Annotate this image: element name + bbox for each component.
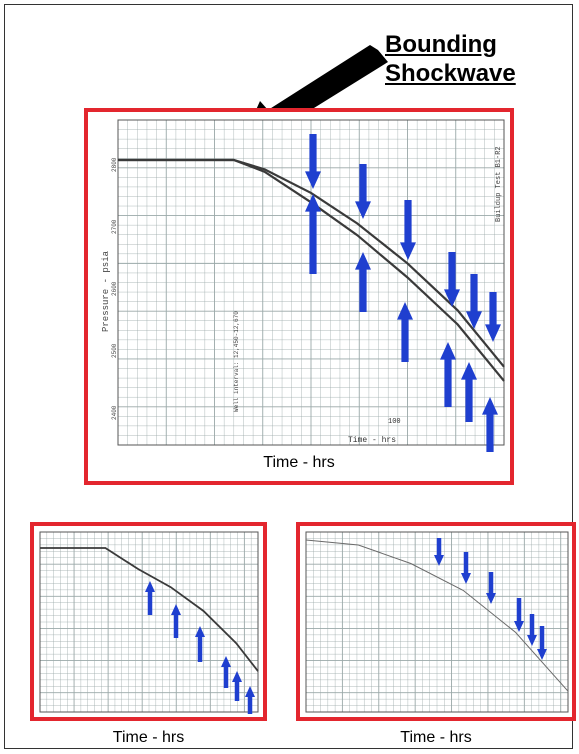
blue-arrow xyxy=(537,626,547,660)
bottom-right-caption: Time - hrs xyxy=(400,729,472,746)
x-axis-small-label: Time - hrs xyxy=(348,436,396,445)
bottom-left-caption: Time - hrs xyxy=(112,729,185,746)
blue-arrow xyxy=(145,581,155,615)
y-tick-label: 2400 xyxy=(111,405,118,420)
blue-arrow xyxy=(434,538,444,566)
blue-arrow xyxy=(400,200,416,260)
blue-arrow xyxy=(305,134,321,189)
page-frame xyxy=(4,4,573,749)
y-tick-label: 2800 xyxy=(111,157,118,172)
blue-arrow xyxy=(485,292,501,342)
y-axis-label: Pressure - psia xyxy=(101,250,111,332)
blue-arrow xyxy=(466,274,482,329)
blue-arrow xyxy=(440,342,456,407)
well-annotation: Well interval: 12,450-12,670 xyxy=(233,311,240,412)
blue-arrow xyxy=(171,604,181,638)
side-note: Buildup Test B1-R2 xyxy=(495,146,503,222)
blue-arrow xyxy=(486,572,496,604)
blue-arrow xyxy=(355,164,371,219)
trace-upper xyxy=(40,547,259,672)
trace-trend xyxy=(305,539,569,692)
blue-arrow xyxy=(195,626,205,662)
blue-arrow xyxy=(527,614,537,646)
blue-arrow xyxy=(245,686,255,714)
blue-arrow xyxy=(461,552,471,584)
trace-lower xyxy=(118,158,505,382)
bottom-right-chart-plot xyxy=(305,531,569,713)
bottom-left-chart-panel xyxy=(30,522,267,721)
blue-arrow xyxy=(397,302,413,362)
plot-border xyxy=(39,531,259,713)
y-tick-label: 2500 xyxy=(111,343,118,358)
main-chart-caption: Time - hrs xyxy=(263,454,335,471)
blue-arrow xyxy=(221,656,231,688)
main-chart-panel: Pressure - psia Buildup Test B1-R2 Well in… xyxy=(84,108,514,485)
title-line-2: Shockwave xyxy=(385,60,516,87)
blue-arrow xyxy=(232,671,242,701)
main-chart-plot: Pressure - psia Buildup Test B1-R2 Well in… xyxy=(101,119,505,452)
bottom-left-chart-plot xyxy=(39,531,259,714)
y-tick-label: 2700 xyxy=(111,219,118,234)
blue-arrow xyxy=(444,252,460,307)
title-line-1: Bounding xyxy=(385,31,497,58)
bottom-right-chart-panel xyxy=(296,522,576,721)
blue-arrow xyxy=(514,598,524,632)
chart-title: Bounding Shockwave xyxy=(385,30,516,88)
plot-border xyxy=(305,531,569,713)
y-tick-label: 2600 xyxy=(111,281,118,296)
x-tick-label: 100 xyxy=(388,418,401,426)
blue-arrow xyxy=(355,252,371,312)
blue-arrow xyxy=(461,362,477,422)
blue-arrow xyxy=(305,194,321,274)
blue-arrow xyxy=(482,397,498,452)
plot-border xyxy=(117,119,505,446)
